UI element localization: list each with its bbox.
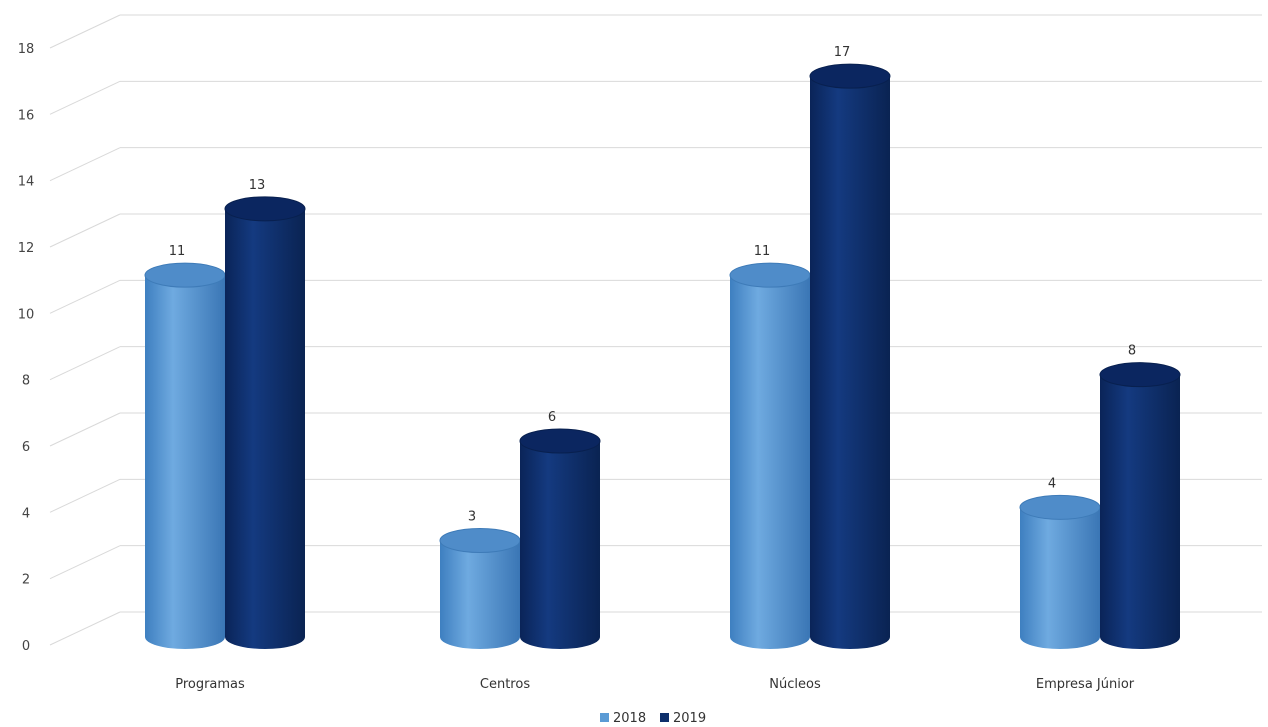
y-tick-label: 18 — [18, 42, 35, 57]
gridline — [49, 412, 1262, 447]
data-label: 17 — [834, 45, 851, 60]
bar-programas-2019 — [224, 196, 306, 649]
gridline — [49, 147, 1262, 182]
gridline — [49, 213, 1262, 248]
data-label: 3 — [468, 510, 476, 525]
data-label: 8 — [1128, 344, 1136, 359]
bar-programas-2018 — [144, 262, 226, 649]
y-tick-label: 6 — [22, 440, 30, 455]
legend-swatch — [600, 713, 609, 722]
bar-empresa-júnior-2019 — [1099, 362, 1181, 649]
gridline — [49, 346, 1262, 381]
x-tick-label: Programas — [175, 677, 245, 692]
legend-label: 2019 — [673, 711, 706, 726]
data-label: 6 — [548, 410, 556, 425]
gridline — [49, 80, 1262, 115]
bars — [144, 63, 1181, 649]
legend: 2018 2019 — [600, 711, 706, 726]
x-axis: Programas Centros Núcleos Empresa Júnior — [175, 677, 1135, 692]
gridline — [49, 14, 1262, 49]
y-tick-label: 4 — [22, 506, 30, 521]
legend-item-2019: 2019 — [660, 711, 706, 726]
gridline — [49, 279, 1262, 314]
bar-centros-2019 — [519, 428, 601, 649]
gridlines — [49, 14, 1262, 646]
y-tick-label: 16 — [18, 108, 35, 123]
x-tick-label: Centros — [480, 677, 530, 692]
legend-label: 2018 — [613, 711, 646, 726]
bar-empresa-júnior-2018 — [1019, 494, 1101, 649]
data-label: 11 — [754, 244, 771, 259]
legend-swatch — [660, 713, 669, 722]
y-tick-label: 14 — [18, 175, 35, 190]
data-label: 11 — [169, 244, 186, 259]
bar-núcleos-2018 — [729, 262, 811, 649]
bar-centros-2018 — [439, 528, 521, 649]
x-tick-label: Empresa Júnior — [1036, 677, 1135, 692]
bar-núcleos-2019 — [809, 63, 891, 649]
x-tick-label: Núcleos — [769, 677, 821, 692]
legend-item-2018: 2018 — [600, 711, 646, 726]
y-tick-label: 0 — [22, 639, 30, 654]
y-axis: 0 2 4 6 8 10 12 14 16 18 — [18, 42, 35, 654]
gridline — [49, 478, 1262, 513]
data-label: 4 — [1048, 476, 1056, 491]
y-tick-label: 12 — [18, 241, 35, 256]
data-labels: 11 13 3 6 11 17 4 8 — [169, 45, 1136, 524]
y-tick-label: 2 — [22, 573, 30, 588]
data-label: 13 — [249, 178, 266, 193]
y-tick-label: 8 — [22, 374, 30, 389]
y-tick-label: 10 — [18, 307, 35, 322]
